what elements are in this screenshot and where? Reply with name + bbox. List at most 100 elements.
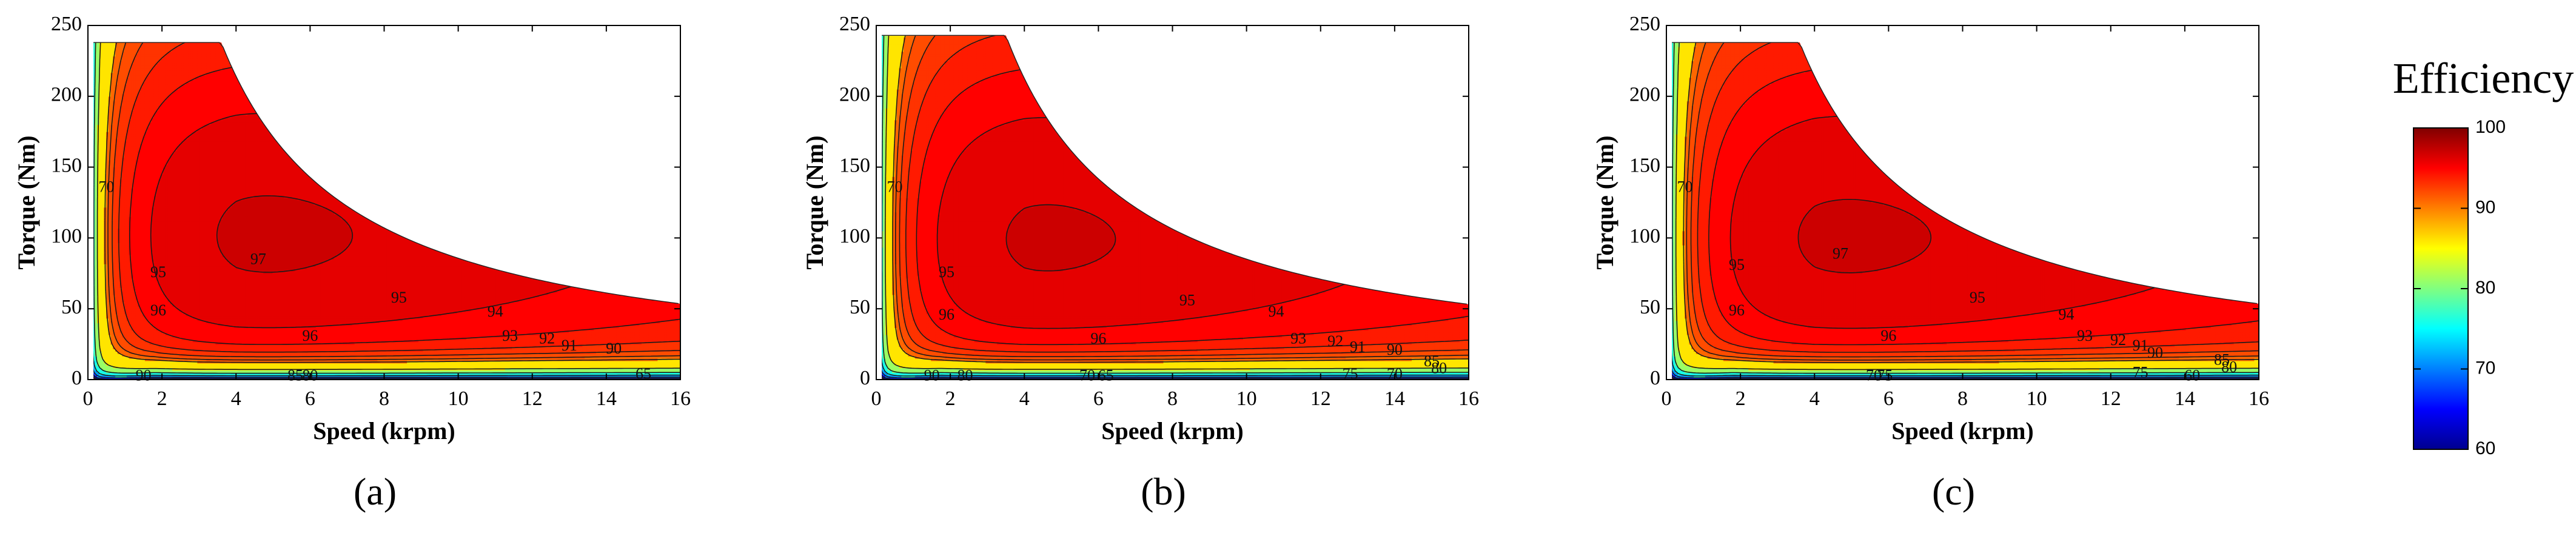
- contour-label: 96: [1090, 330, 1106, 347]
- contour-label: 96: [1880, 327, 1896, 344]
- contour-label: 97: [1833, 244, 1848, 262]
- contour-label: 93: [502, 327, 518, 344]
- contour-label: 95: [150, 263, 166, 281]
- contour-label: 60: [2184, 366, 2200, 384]
- contour-label: 70: [1677, 178, 1693, 196]
- contour-label: 94: [2058, 306, 2074, 323]
- x-tick-label: 2: [157, 387, 167, 410]
- x-axis-label: Speed (krpm): [1101, 417, 1243, 444]
- y-tick-label: 250: [1629, 13, 1660, 35]
- contour-label: 70: [99, 178, 115, 196]
- contour-label: 90: [924, 366, 940, 384]
- y-tick-label: 200: [839, 84, 870, 106]
- contour-label: 70: [887, 178, 903, 196]
- contour-label: 75: [2133, 364, 2148, 381]
- y-tick-label: 150: [1629, 154, 1660, 176]
- x-tick-label: 2: [945, 387, 956, 410]
- contour-label: 90: [2147, 344, 2163, 361]
- x-tick-label: 6: [1883, 387, 1894, 410]
- x-axis-label: Speed (krpm): [1891, 417, 2033, 444]
- x-tick-label: 14: [2175, 387, 2195, 410]
- colorbar-tick-label: 80: [2475, 278, 2495, 298]
- contour-label: 91: [1350, 338, 1366, 356]
- y-axis-label: Torque (Nm): [13, 135, 40, 269]
- y-axis-label: Torque (Nm): [801, 135, 828, 269]
- colorbar-tick-label: 90: [2475, 197, 2495, 217]
- x-tick-label: 6: [1093, 387, 1104, 410]
- y-tick-label: 150: [839, 154, 870, 176]
- contour-label: 85: [287, 366, 303, 384]
- y-tick-label: 0: [72, 367, 82, 389]
- y-tick-label: 50: [1640, 296, 1660, 318]
- x-tick-label: 12: [1310, 387, 1331, 410]
- y-tick-label: 250: [51, 13, 82, 35]
- x-tick-label: 8: [379, 387, 389, 410]
- contour-label: 80: [2221, 358, 2237, 375]
- y-tick-label: 100: [839, 225, 870, 247]
- y-tick-label: 50: [850, 296, 870, 318]
- contour-label: 91: [562, 337, 577, 354]
- contour-label: 80: [958, 366, 973, 384]
- contour-label: 96: [150, 301, 166, 319]
- x-tick-label: 6: [305, 387, 315, 410]
- contour-label: 96: [1729, 301, 1745, 319]
- y-tick-label: 150: [51, 154, 82, 176]
- y-tick-label: 0: [860, 367, 870, 389]
- y-tick-label: 100: [1629, 225, 1660, 247]
- contour-label: 80: [1431, 360, 1447, 377]
- colorbar-gradient: [2413, 128, 2468, 449]
- y-tick-label: 0: [1650, 367, 1660, 389]
- contour-label: 65: [1098, 366, 1114, 384]
- x-tick-label: 0: [1662, 387, 1672, 410]
- x-tick-label: 12: [522, 387, 543, 410]
- panel-caption: (c): [1932, 470, 1975, 513]
- colorbar-tick-label: 70: [2475, 358, 2495, 378]
- contour-label: 93: [2077, 327, 2093, 344]
- contour-label: 95: [1179, 291, 1195, 309]
- panel-caption: (a): [354, 470, 397, 513]
- contour-label: 95: [1970, 289, 1985, 306]
- contour-label: 92: [1327, 332, 1343, 350]
- contour-label: 92: [539, 330, 555, 347]
- y-tick-label: 200: [51, 84, 82, 106]
- colorbar-title: Efficiency: [2393, 54, 2574, 102]
- x-tick-label: 2: [1736, 387, 1746, 410]
- contour-label: 90: [606, 340, 622, 357]
- contour-label: 70: [1079, 366, 1095, 384]
- colorbar: Efficiency 60 70 80 90 100: [2393, 54, 2574, 458]
- y-tick-label: 250: [839, 13, 870, 35]
- x-tick-label: 0: [871, 387, 882, 410]
- contour-label: 95: [391, 289, 407, 306]
- colorbar-tick-label: 100: [2475, 117, 2506, 137]
- x-tick-label: 4: [1019, 387, 1030, 410]
- x-tick-label: 10: [448, 387, 469, 410]
- y-axis-label: Torque (Nm): [1591, 135, 1618, 269]
- contour-label: 92: [2110, 331, 2126, 349]
- panel-caption: (b): [1141, 470, 1186, 513]
- contour-label: 75: [1877, 366, 1893, 384]
- y-tick-label: 50: [61, 296, 82, 318]
- contour-label: 90: [1387, 341, 1403, 358]
- colorbar-tick-label: 60: [2475, 438, 2495, 458]
- contour-label: 95: [939, 263, 954, 281]
- x-tick-label: 14: [1384, 387, 1405, 410]
- contour-label: 91: [2133, 337, 2148, 354]
- x-tick-label: 10: [2027, 387, 2047, 410]
- x-tick-label: 4: [231, 387, 241, 410]
- contour-label: 95: [1729, 256, 1745, 273]
- y-tick-label: 100: [51, 225, 82, 247]
- contour-label: 94: [488, 303, 503, 320]
- x-tick-label: 10: [1236, 387, 1257, 410]
- y-tick-label: 200: [1629, 84, 1660, 106]
- contour-label: 90: [136, 366, 152, 384]
- x-tick-label: 8: [1167, 387, 1178, 410]
- x-tick-label: 0: [83, 387, 93, 410]
- x-tick-label: 16: [670, 387, 691, 410]
- x-tick-label: 4: [1810, 387, 1820, 410]
- x-axis-label: Speed (krpm): [313, 417, 455, 444]
